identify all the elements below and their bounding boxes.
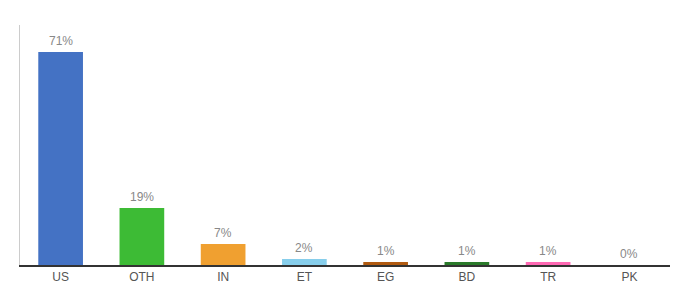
svg-text:1%: 1% bbox=[458, 244, 476, 258]
svg-text:US: US bbox=[52, 270, 69, 284]
svg-text:2%: 2% bbox=[295, 241, 313, 255]
svg-text:1%: 1% bbox=[377, 244, 395, 258]
svg-text:IN: IN bbox=[217, 270, 229, 284]
svg-text:19%: 19% bbox=[130, 190, 154, 204]
svg-text:71%: 71% bbox=[49, 34, 73, 48]
svg-text:1%: 1% bbox=[539, 244, 557, 258]
svg-text:BD: BD bbox=[459, 270, 476, 284]
svg-text:EG: EG bbox=[377, 270, 394, 284]
svg-text:TR: TR bbox=[540, 270, 556, 284]
svg-text:7%: 7% bbox=[214, 226, 232, 240]
svg-text:0%: 0% bbox=[620, 247, 638, 261]
svg-text:PK: PK bbox=[621, 270, 637, 284]
svg-text:OTH: OTH bbox=[129, 270, 154, 284]
svg-text:ET: ET bbox=[297, 270, 313, 284]
